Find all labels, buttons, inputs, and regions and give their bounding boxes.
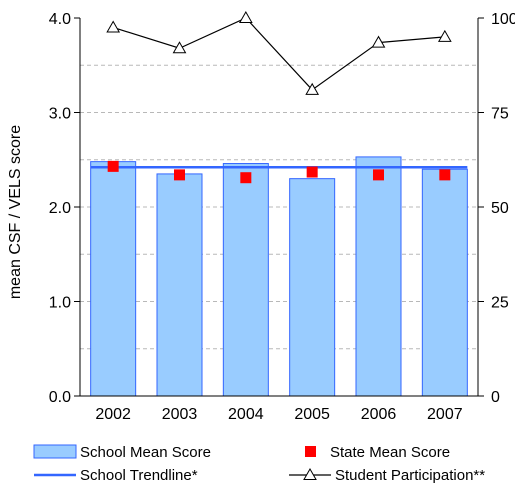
participation-marker-2003: [172, 41, 187, 54]
x-tick-label: 2002: [95, 406, 131, 423]
y-tick-label: 0.0: [49, 389, 71, 406]
y2-tick-label: 0: [491, 389, 500, 406]
participation-marker-2005: [305, 82, 320, 95]
axes: 0.0 1.0 2.0 3.0 4.0 0 25 50 75 100 2002 2003 2004 200…: [49, 11, 515, 423]
state-marker-2003: [174, 169, 185, 181]
bar-2007: [421, 168, 468, 397]
legend-swatch-school-mean: [33, 444, 77, 459]
x-tick-label: 2007: [427, 406, 463, 423]
legend-label-participation: Student Participation**: [335, 467, 485, 484]
participation-marker-2004: [238, 10, 253, 23]
bars: [90, 156, 468, 397]
bar-2004: [222, 163, 269, 397]
y2-tick-label: 25: [491, 295, 509, 312]
x-tick-label: 2004: [228, 406, 264, 423]
legend-label-trendline: School Trendline*: [80, 467, 198, 484]
legend-swatch-state-mean: [305, 446, 316, 457]
legend: School Mean Score State Mean Score School …: [33, 444, 485, 484]
bar-2002: [90, 161, 137, 397]
y2-tick-label: 75: [491, 106, 509, 123]
x-tick-label: 2006: [361, 406, 397, 423]
participation-marker-2002: [106, 20, 121, 33]
y2-tick-label: 100: [491, 11, 515, 28]
participation-line: [112, 17, 445, 91]
state-marker-2006: [373, 169, 384, 181]
legend-swatch-participation-marker: [303, 467, 317, 480]
participation-marker-2006: [371, 35, 386, 48]
bar-2005: [289, 178, 336, 397]
y-tick-label: 1.0: [49, 295, 71, 312]
participation-line: [106, 10, 452, 95]
bar-2006: [355, 156, 402, 397]
y-axis-label: mean CSF / VELS score: [7, 125, 24, 299]
state-marker-2007: [439, 169, 451, 181]
state-marker-2002: [107, 160, 119, 172]
state-markers: [107, 160, 451, 184]
bar-2003: [156, 173, 203, 397]
state-marker-2004: [240, 172, 252, 184]
y2-tick-label: 50: [491, 200, 509, 217]
y-tick-label: 2.0: [49, 200, 71, 217]
legend-label-school-mean: School Mean Score: [80, 444, 211, 461]
state-marker-2005: [306, 166, 318, 178]
x-tick-label: 2005: [294, 406, 330, 423]
participation-marker-2007: [437, 29, 452, 42]
y-tick-label: 4.0: [49, 11, 71, 28]
y-tick-label: 3.0: [49, 106, 71, 123]
x-tick-label: 2003: [162, 406, 198, 423]
gridlines: [80, 64, 478, 350]
legend-label-state-mean: State Mean Score: [330, 444, 450, 461]
